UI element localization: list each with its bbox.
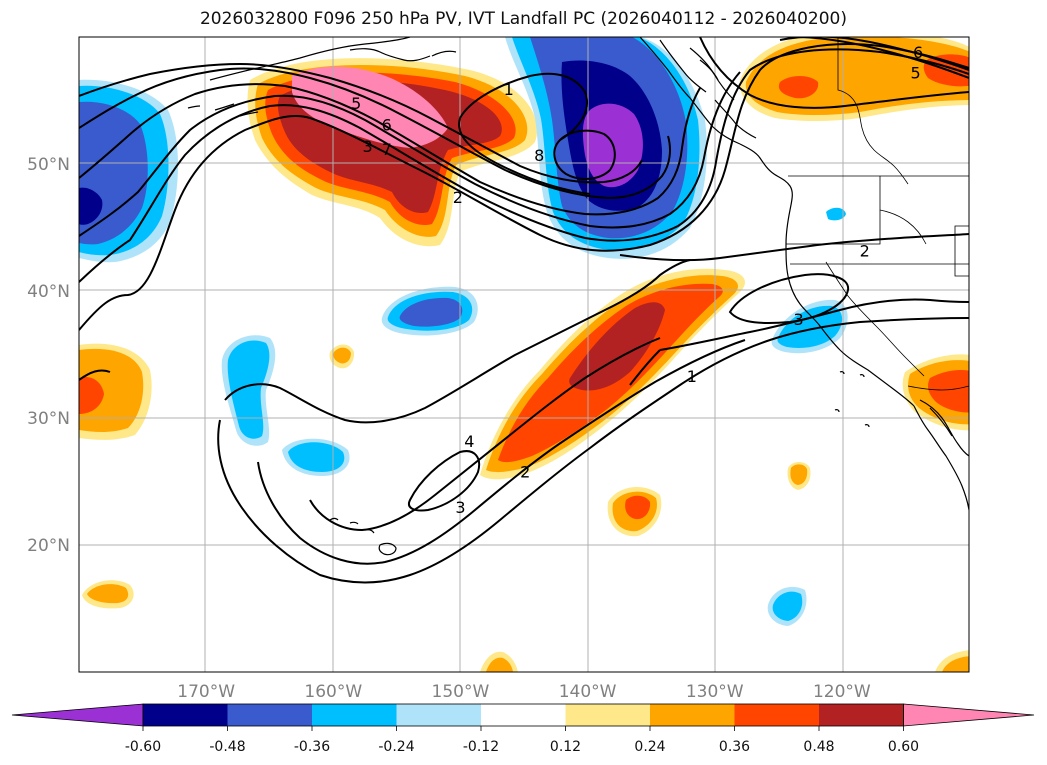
longitude-tick-label: 160°W (304, 682, 362, 702)
pv-anomaly-neg0.24-mid-3 (288, 442, 345, 472)
colorbar-extend-max (903, 703, 1035, 727)
colorbar-box (819, 704, 904, 726)
pv-anomaly-0.24-small-4 (87, 584, 129, 604)
colorbar-box (227, 704, 312, 726)
longitude-tick-label: 170°W (177, 682, 235, 702)
contour-label: 1 (687, 367, 697, 386)
map-gridlines (79, 37, 969, 672)
pv-anomaly-0.24-bottom-1 (486, 657, 513, 672)
latitude-tick-label: 40°N (27, 282, 70, 302)
pv-anomaly-0.24-small-1 (333, 347, 351, 364)
colorbar-boxes (11, 703, 1035, 727)
contour-label: 2 (520, 462, 530, 481)
pv-negative-anomalies (79, 37, 848, 626)
pv-anomaly-0.36-west-edge (79, 376, 104, 414)
contour-label: 7 (382, 140, 392, 159)
contour-label: 6 (913, 43, 923, 62)
colorbar-box (650, 704, 735, 726)
colorbar-tick-label: -0.12 (463, 739, 499, 755)
colorbar-tick-labels: -0.60 -0.48 -0.36 -0.24 -0.12 0.12 0.24 0.36 0.4… (125, 726, 919, 755)
map-frame (78, 36, 970, 673)
pv-anomaly-0.24-small-3 (790, 464, 808, 485)
pv-anomaly-0.60-gulf-alaska (292, 66, 448, 148)
longitude-tick-label: 120°W (813, 682, 871, 702)
colorbar-tick-label: -0.60 (125, 739, 161, 755)
contour-label: 2 (453, 188, 463, 207)
contour-label: 3 (455, 498, 465, 517)
pv-anomaly-neg0.48-west (79, 187, 103, 225)
latitude-tick-label: 20°N (27, 536, 70, 556)
pv-positive-anomalies (79, 37, 969, 672)
contour-label: 5 (911, 64, 921, 83)
colorbar-tick-label: 0.24 (634, 739, 665, 755)
latitude-tick-label: 30°N (27, 409, 70, 429)
longitude-tick-label: 130°W (686, 682, 744, 702)
colorbar-tick-label: -0.36 (294, 739, 330, 755)
pv-anomaly-negative-tiny (826, 207, 846, 221)
colorbar-tick-label: 0.48 (803, 739, 834, 755)
contour-label: 5 (351, 94, 361, 113)
colorbar-tick-label: 0.60 (888, 739, 919, 755)
pv-anomaly-0.24-bottom-2 (942, 656, 969, 672)
colorbar-extend-min (11, 703, 144, 727)
contour-label: 1 (504, 80, 514, 99)
contour-label: 4 (464, 432, 474, 451)
contour-label: 6 (382, 116, 392, 135)
colorbar-box (143, 704, 228, 726)
pv-anomaly-0.24-west-edge (79, 348, 144, 432)
latitude-tick-label: 50°N (27, 155, 70, 175)
colorbar-tick-label: -0.48 (209, 739, 245, 755)
pv-anomaly-0.36-small-2 (625, 495, 651, 520)
pv-anomaly-neg0.24-mid-2 (227, 340, 270, 439)
contour-label: 2 (860, 241, 870, 260)
coastlines (187, 37, 969, 556)
longitude-tick-labels: 170°W 160°W 150°W 140°W 130°W 120°W (177, 682, 871, 702)
chart-title: 2026032800 F096 250 hPa PV, IVT Landfall… (199, 9, 847, 29)
colorbar-tick-label: 0.12 (550, 739, 581, 755)
colorbar-tick-label: 0.36 (719, 739, 750, 755)
contour-label: 3 (794, 310, 804, 329)
longitude-tick-label: 140°W (559, 682, 617, 702)
pv-anomaly-0.36-canada-1 (778, 76, 819, 99)
pv-anomaly-0.36-southern-coast (928, 370, 969, 413)
pv-anomaly-neg0.24-california (777, 305, 843, 348)
colorbar-box (565, 704, 650, 726)
pv-contours (79, 37, 969, 584)
colorbar-outline (142, 703, 904, 727)
pv-anomaly-0.48-jet-streak (569, 302, 665, 391)
colorbar-box (312, 704, 397, 726)
colorbar-box (396, 704, 481, 726)
pv-anomaly-neg0.24-south (772, 591, 803, 621)
contour-label: 3 (363, 137, 373, 156)
pv-anomaly-neg0.36-mid-1 (399, 297, 463, 327)
contour-label: 8 (534, 146, 544, 165)
colorbar-box (481, 704, 566, 726)
longitude-tick-label: 150°W (432, 682, 490, 702)
latitude-tick-labels: 50°N 40°N 30°N 20°N (27, 155, 70, 556)
colorbar-tick-label: -0.24 (378, 739, 414, 755)
colorbar-box (734, 704, 819, 726)
